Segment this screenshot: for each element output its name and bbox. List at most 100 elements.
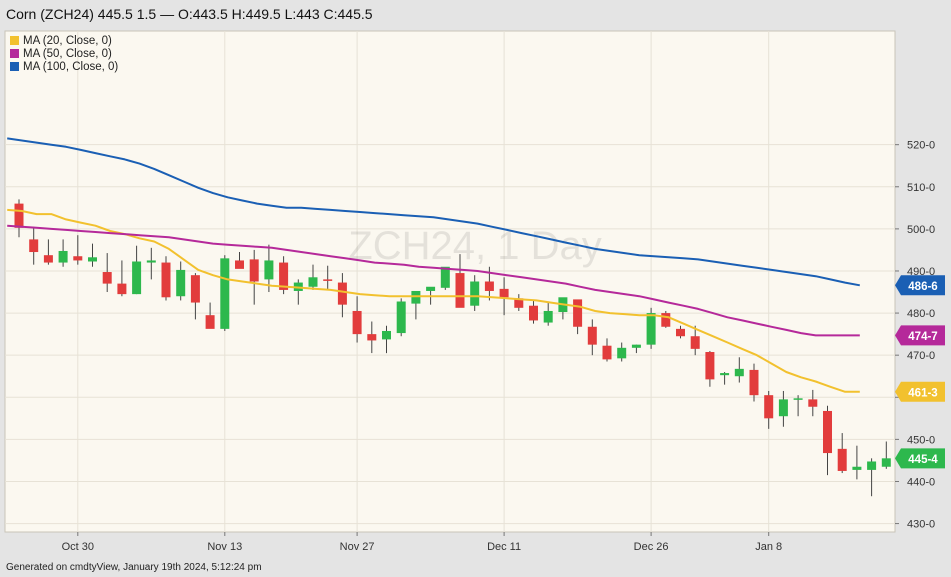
price-chart[interactable]: 430-0440-0450-0460-0470-0480-0490-0500-0…	[0, 27, 951, 560]
legend-item-ma50[interactable]: MA (50, Close, 0)	[10, 47, 118, 60]
ma20-line	[7, 208, 860, 393]
candle-up	[396, 301, 406, 334]
ma20-badge	[895, 381, 945, 402]
candle-down	[837, 448, 847, 471]
candle-up	[470, 281, 480, 306]
candle-down	[808, 399, 818, 407]
candle-down	[14, 203, 24, 228]
candle-up	[646, 313, 656, 345]
legend-item-ma100[interactable]: MA (100, Close, 0)	[10, 60, 118, 73]
y-tick-label: 490-0	[907, 266, 935, 278]
candle-up	[58, 250, 68, 263]
candle-down	[323, 279, 333, 281]
candle-up	[132, 261, 142, 295]
candle-down	[514, 298, 524, 308]
candle-down	[455, 273, 465, 308]
candle-down	[73, 256, 83, 261]
x-tick-label: Nov 27	[340, 541, 375, 553]
last-price-badge-label: 445-4	[908, 454, 938, 466]
candle-down	[764, 395, 774, 419]
candle-up	[176, 269, 186, 297]
indicator-legend: MA (20, Close, 0) MA (50, Close, 0) MA (…	[10, 34, 118, 73]
plot-background	[4, 30, 896, 533]
y-tick-label: 430-0	[907, 519, 935, 531]
legend-label-ma20: MA (20, Close, 0)	[23, 34, 112, 47]
candle-up	[426, 286, 436, 291]
candle-down	[29, 239, 39, 253]
candle-down	[117, 283, 127, 295]
chart-area[interactable]: 430-0440-0450-0460-0470-0480-0490-0500-0…	[0, 27, 951, 560]
chart-title-bar: Corn (ZCH24) 445.5 1.5 — O:443.5 H:449.5…	[0, 0, 951, 27]
candle-down	[499, 288, 509, 298]
candle-up	[617, 347, 627, 359]
x-tick-label: Oct 30	[62, 541, 94, 553]
x-tick-label: Dec 11	[487, 541, 521, 553]
candle-up	[734, 368, 744, 377]
candle-up	[440, 266, 450, 288]
legend-item-ma20[interactable]: MA (20, Close, 0)	[10, 34, 118, 47]
candle-down	[749, 369, 759, 396]
candle-up	[308, 277, 318, 287]
candle-down	[235, 260, 244, 269]
symbol-watermark: ZCH24, 1 Day	[348, 224, 601, 268]
candle-up	[88, 257, 97, 262]
y-tick-label: 450-0	[907, 434, 935, 446]
candle-down	[823, 410, 832, 454]
candle-down	[190, 275, 200, 303]
ma20-swatch	[10, 36, 19, 45]
ma100-badge	[895, 275, 945, 296]
candle-up	[382, 330, 391, 340]
y-tick-label: 520-0	[907, 140, 935, 152]
footer: Generated on cmdtyView, January 19th 202…	[0, 560, 951, 577]
candle-up	[778, 399, 788, 417]
candle-up	[411, 290, 421, 304]
candle-up	[867, 461, 877, 470]
candle-down	[102, 272, 112, 284]
y-tick-label: 480-0	[907, 308, 935, 320]
candle-down	[337, 282, 347, 305]
y-tick-label: 500-0	[907, 224, 935, 236]
candle-down	[249, 259, 259, 282]
legend-label-ma100: MA (100, Close, 0)	[23, 60, 119, 73]
ma100-swatch	[10, 62, 19, 71]
candle-down	[279, 262, 289, 290]
legend-label-ma50: MA (50, Close, 0)	[23, 47, 112, 60]
candle-up	[220, 258, 230, 329]
ma100-line	[7, 137, 860, 287]
ma50-badge-label: 474-7	[908, 331, 937, 343]
candle-down	[587, 326, 597, 345]
ma50-badge	[895, 325, 945, 346]
candle-down	[367, 334, 377, 341]
candle-up	[631, 344, 641, 348]
candle-down	[161, 262, 171, 298]
y-tick-label: 510-0	[907, 182, 935, 194]
candle-down	[661, 313, 671, 327]
candle-down	[602, 345, 612, 360]
candle-up	[793, 398, 803, 400]
candle-down	[529, 305, 538, 321]
candle-down	[484, 281, 494, 291]
candle-down	[205, 315, 215, 329]
candle-up	[852, 466, 862, 470]
y-tick-label: 470-0	[907, 350, 935, 362]
candle-up	[881, 458, 891, 467]
candle-down	[43, 255, 53, 263]
x-tick-label: Jan 8	[755, 541, 782, 553]
x-tick-label: Nov 13	[207, 541, 242, 553]
candle-up	[543, 310, 553, 323]
candle-up	[146, 260, 156, 263]
last-price-badge	[895, 448, 945, 469]
candle-up	[720, 373, 730, 376]
generated-timestamp: Generated on cmdtyView, January 19th 202…	[6, 562, 262, 573]
ma50-swatch	[10, 49, 19, 58]
y-tick-label: 440-0	[907, 476, 935, 488]
ma100-badge-label: 486-6	[908, 281, 937, 293]
ma20-badge-label: 461-3	[908, 387, 937, 399]
candle-down	[690, 336, 700, 349]
candle-down	[352, 310, 362, 335]
x-tick-label: Dec 26	[634, 541, 669, 553]
candle-down	[705, 352, 715, 380]
candle-up	[264, 260, 274, 280]
candle-down	[676, 328, 685, 337]
symbol-quote-line: Corn (ZCH24) 445.5 1.5 — O:443.5 H:449.5…	[6, 6, 373, 22]
